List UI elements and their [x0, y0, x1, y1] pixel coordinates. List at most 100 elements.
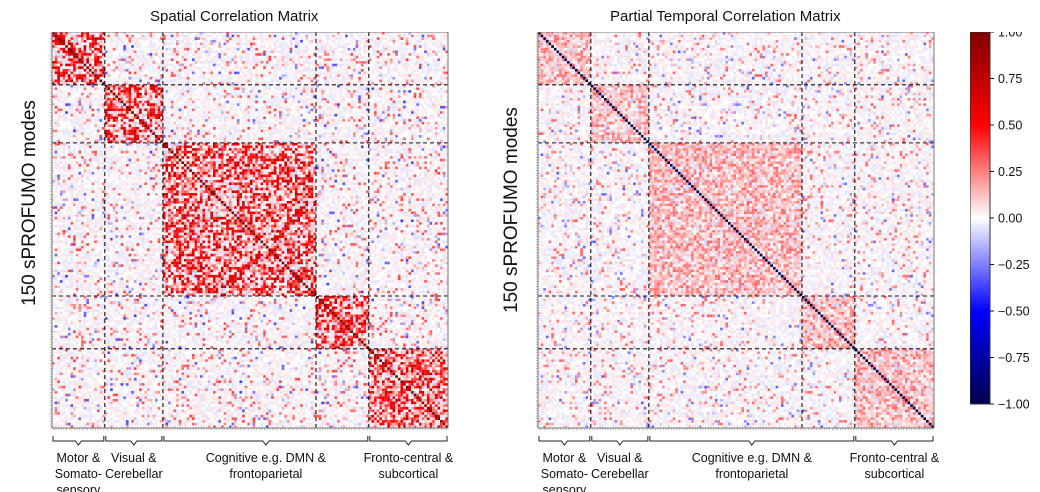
heatmap-cell — [83, 90, 87, 93]
heatmap-cell — [339, 119, 343, 122]
heatmap-cell — [358, 87, 361, 91]
heatmap-cell — [360, 79, 364, 83]
heatmap-cell — [318, 124, 322, 128]
heatmap-cell — [268, 42, 272, 46]
heatmap-cell — [213, 100, 216, 104]
heatmap-cell — [339, 121, 343, 125]
heatmap-cell — [207, 55, 211, 59]
heatmap-cell — [123, 103, 126, 106]
heatmap-cell — [65, 63, 68, 67]
heatmap-cell — [247, 47, 251, 51]
heatmap-cell — [244, 100, 248, 104]
heatmap-cell — [382, 42, 385, 46]
heatmap-cell — [260, 108, 264, 112]
heatmap-cell — [292, 58, 295, 62]
heatmap-cell — [110, 82, 113, 85]
heatmap-cell — [52, 116, 55, 120]
heatmap-cell — [247, 134, 251, 138]
heatmap-cell — [228, 76, 232, 80]
heatmap-cell — [194, 55, 198, 59]
heatmap-cell — [284, 63, 288, 67]
heatmap-cell — [191, 71, 195, 75]
heatmap-cell — [342, 127, 346, 130]
heatmap-cell — [154, 50, 158, 54]
heatmap-cell — [329, 105, 332, 109]
heatmap-cell — [88, 134, 92, 138]
heatmap-cell — [308, 66, 311, 70]
heatmap-cell — [300, 32, 303, 35]
heatmap-cell — [52, 79, 55, 83]
heatmap-cell — [149, 98, 153, 101]
heatmap-cell — [104, 42, 108, 46]
heatmap-cell — [88, 132, 92, 136]
heatmap-cell — [149, 111, 153, 114]
heatmap-cell — [75, 82, 79, 85]
heatmap-cell — [405, 68, 409, 72]
heatmap-cell — [78, 98, 82, 101]
heatmap-cell — [326, 100, 330, 104]
heatmap-cell — [347, 127, 351, 130]
heatmap-cell — [226, 50, 229, 54]
heatmap-cell — [286, 103, 290, 106]
heatmap-cell — [62, 34, 66, 38]
heatmap-cell — [228, 61, 232, 64]
heatmap-cell — [442, 105, 446, 109]
heatmap-cell — [284, 116, 288, 120]
heatmap-cell — [102, 119, 105, 122]
heatmap-cell — [345, 66, 348, 70]
heatmap-cell — [268, 63, 272, 67]
heatmap-cell — [250, 105, 253, 109]
heatmap-cell — [389, 92, 393, 96]
heatmap-cell — [411, 79, 414, 83]
heatmap-cell — [389, 39, 393, 43]
heatmap-cell — [228, 116, 232, 120]
heatmap-cell — [405, 39, 409, 43]
heatmap-cell — [176, 113, 179, 117]
heatmap-cell — [294, 58, 298, 62]
heatmap-cell — [305, 108, 309, 112]
heatmap-cell — [73, 63, 76, 67]
heatmap-cell — [70, 53, 74, 56]
heatmap-cell — [413, 103, 417, 106]
heatmap-cell — [260, 95, 264, 99]
heatmap-cell — [115, 47, 119, 51]
heatmap-cell — [255, 76, 258, 80]
heatmap-cell — [115, 116, 119, 120]
heatmap-cell — [128, 119, 132, 122]
heatmap-cell — [186, 132, 190, 136]
heatmap-cell — [115, 79, 119, 83]
heatmap-cell — [350, 63, 354, 67]
heatmap-cell — [310, 79, 314, 83]
heatmap-cell — [78, 66, 82, 70]
heatmap-cell — [75, 129, 79, 133]
heatmap-cell — [220, 92, 224, 96]
heatmap-cell — [239, 76, 243, 80]
heatmap-cell — [337, 45, 340, 48]
heatmap-cell — [424, 42, 427, 46]
heatmap-cell — [73, 119, 76, 122]
heatmap-cell — [308, 74, 311, 77]
heatmap-cell — [59, 92, 63, 96]
heatmap-cell — [342, 134, 346, 138]
heatmap-cell — [284, 108, 288, 112]
heatmap-cell — [318, 92, 322, 96]
heatmap-cell — [400, 47, 404, 51]
heatmap-cell — [310, 119, 314, 122]
heatmap-cell — [376, 55, 380, 59]
heatmap-cell — [218, 42, 222, 46]
heatmap-cell — [323, 90, 327, 93]
heatmap-cell — [99, 61, 103, 64]
heatmap-cell — [426, 45, 430, 48]
heatmap-cell — [263, 37, 266, 40]
heatmap-cell — [382, 103, 385, 106]
heatmap-cell — [358, 76, 361, 80]
heatmap-cell — [305, 37, 309, 40]
heatmap-cell — [326, 92, 330, 96]
heatmap-cell — [81, 119, 84, 122]
heatmap-cell — [234, 63, 237, 67]
heatmap-cell — [149, 103, 153, 106]
heatmap-cell — [110, 74, 113, 77]
heatmap-cell — [62, 63, 66, 67]
heatmap-cell — [67, 129, 71, 133]
heatmap-cell — [310, 45, 314, 48]
